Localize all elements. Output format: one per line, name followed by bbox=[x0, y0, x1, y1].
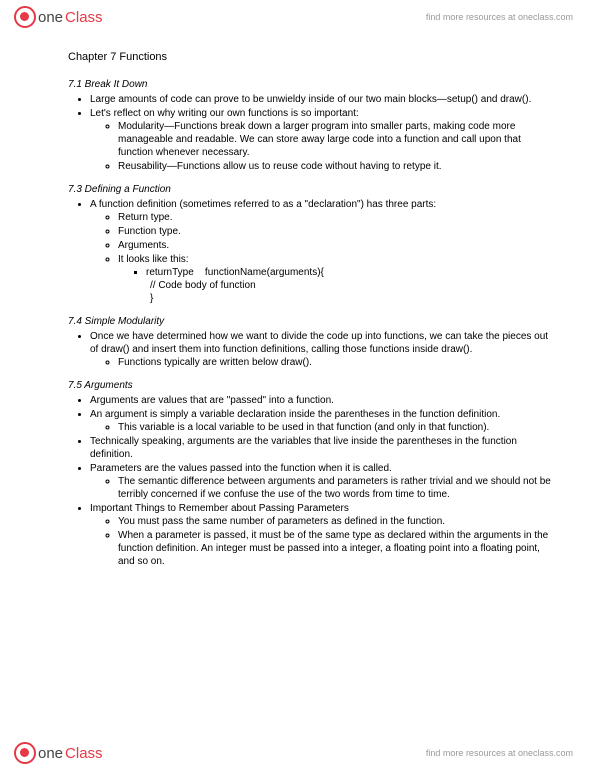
list-item: Arguments are values that are "passed" i… bbox=[90, 394, 555, 407]
list-text: Parameters are the values passed into th… bbox=[90, 463, 392, 474]
section-7-4-list: Once we have determined how we want to d… bbox=[68, 330, 555, 369]
section-7-5-list: Arguments are values that are "passed" i… bbox=[68, 394, 555, 568]
section-7-5-head: 7.5 Arguments bbox=[68, 379, 555, 392]
footer-tagline: find more resources at oneclass.com bbox=[426, 748, 573, 758]
logo-icon bbox=[14, 742, 36, 764]
brand-logo: oneClass bbox=[14, 6, 103, 28]
sublist: Functions typically are written below dr… bbox=[90, 356, 555, 369]
page-footer: oneClass find more resources at oneclass… bbox=[0, 736, 595, 770]
list-item: This variable is a local variable to be … bbox=[118, 421, 555, 434]
brand-text-2: Class bbox=[65, 9, 103, 26]
section-7-1-list: Large amounts of code can prove to be un… bbox=[68, 93, 555, 173]
list-item: The semantic difference between argument… bbox=[118, 475, 555, 501]
list-item: You must pass the same number of paramet… bbox=[118, 515, 555, 528]
list-item: Modularity—Functions break down a larger… bbox=[118, 120, 555, 159]
list-item: Important Things to Remember about Passi… bbox=[90, 502, 555, 568]
sublist: You must pass the same number of paramet… bbox=[90, 515, 555, 568]
list-item: Function type. bbox=[118, 225, 555, 238]
chapter-title: Chapter 7 Functions bbox=[68, 50, 555, 64]
section-7-3-head: 7.3 Defining a Function bbox=[68, 183, 555, 196]
list-text: A function definition (sometimes referre… bbox=[90, 199, 436, 210]
list-text: An argument is simply a variable declara… bbox=[90, 409, 500, 420]
document-body: Chapter 7 Functions 7.1 Break It Down La… bbox=[68, 50, 555, 569]
code-text: // Code body of function bbox=[146, 279, 555, 292]
header-tagline: find more resources at oneclass.com bbox=[426, 12, 573, 22]
list-item: Functions typically are written below dr… bbox=[118, 356, 555, 369]
brand-text-1: one bbox=[38, 745, 63, 762]
sublist: The semantic difference between argument… bbox=[90, 475, 555, 501]
list-item: Parameters are the values passed into th… bbox=[90, 462, 555, 501]
list-item: Reusability—Functions allow us to reuse … bbox=[118, 160, 555, 173]
list-item: Large amounts of code can prove to be un… bbox=[90, 93, 555, 106]
code-text: returnType functionName(arguments){ bbox=[146, 267, 324, 278]
section-7-4-head: 7.4 Simple Modularity bbox=[68, 315, 555, 328]
sublist: Modularity—Functions break down a larger… bbox=[90, 120, 555, 173]
brand-logo: oneClass bbox=[14, 742, 103, 764]
list-item: A function definition (sometimes referre… bbox=[90, 198, 555, 305]
code-line: returnType functionName(arguments){ // C… bbox=[146, 266, 555, 305]
list-item: An argument is simply a variable declara… bbox=[90, 408, 555, 434]
list-text: Once we have determined how we want to d… bbox=[90, 331, 548, 355]
list-item: When a parameter is passed, it must be o… bbox=[118, 529, 555, 568]
list-item: Arguments. bbox=[118, 239, 555, 252]
section-7-3-list: A function definition (sometimes referre… bbox=[68, 198, 555, 305]
list-item: It looks like this: returnType functionN… bbox=[118, 253, 555, 305]
list-text: It looks like this: bbox=[118, 254, 189, 265]
list-item: Once we have determined how we want to d… bbox=[90, 330, 555, 369]
page-header: oneClass find more resources at oneclass… bbox=[0, 0, 595, 34]
brand-text-2: Class bbox=[65, 745, 103, 762]
list-item: Return type. bbox=[118, 211, 555, 224]
sublist: This variable is a local variable to be … bbox=[90, 421, 555, 434]
list-item: Let's reflect on why writing our own fun… bbox=[90, 107, 555, 173]
section-7-1-head: 7.1 Break It Down bbox=[68, 78, 555, 91]
code-list: returnType functionName(arguments){ // C… bbox=[118, 266, 555, 305]
list-text: Let's reflect on why writing our own fun… bbox=[90, 108, 359, 119]
brand-text-1: one bbox=[38, 9, 63, 26]
sublist: Return type. Function type. Arguments. I… bbox=[90, 211, 555, 305]
list-text: Important Things to Remember about Passi… bbox=[90, 503, 349, 514]
code-text: } bbox=[146, 292, 555, 305]
list-item: Technically speaking, arguments are the … bbox=[90, 435, 555, 461]
logo-icon bbox=[14, 6, 36, 28]
